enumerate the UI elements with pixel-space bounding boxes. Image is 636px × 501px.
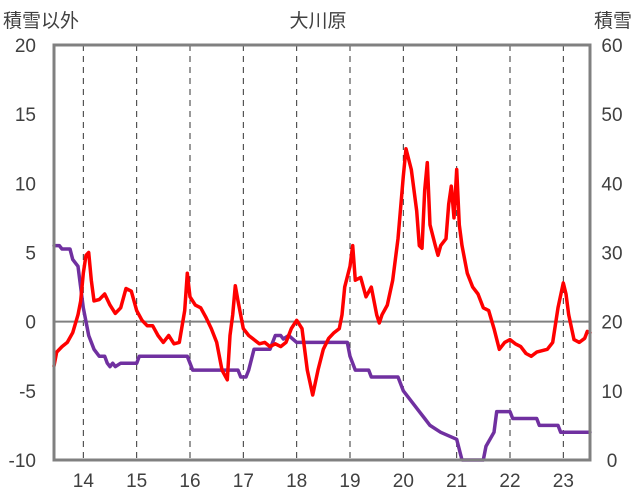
y-left-tick-label: 15 <box>15 105 36 126</box>
y-right-tick-label: 0 <box>607 451 618 472</box>
grid <box>54 45 590 460</box>
x-tick-label: 18 <box>286 471 307 492</box>
y-left-tick-label: -10 <box>9 451 36 472</box>
x-tick-label: 17 <box>233 471 254 492</box>
y-right-tick-label: 20 <box>601 313 622 334</box>
y-right-label: 積雪 <box>594 10 632 32</box>
x-tick-label: 15 <box>126 471 147 492</box>
plot-frame <box>52 43 592 462</box>
y-left-tick-label: 0 <box>25 313 36 334</box>
snow-depth-line <box>52 243 592 462</box>
x-tick-label: 14 <box>73 471 95 492</box>
temperature-line <box>52 147 592 397</box>
y-right-tick-label: 10 <box>601 382 622 403</box>
y-left-tick-label: 5 <box>25 244 36 265</box>
y-left-tick-label: 10 <box>15 174 36 195</box>
x-tick-label: 22 <box>499 471 520 492</box>
y-left-label: 積雪以外 <box>3 10 79 32</box>
x-tick-label: 19 <box>339 471 360 492</box>
series-layer <box>52 147 592 462</box>
y-left-tick-label: -5 <box>19 382 36 403</box>
y-right-tick-label: 50 <box>601 105 622 126</box>
y-right-tick-label: 30 <box>601 244 622 265</box>
y-right-tick-label: 40 <box>601 174 622 195</box>
x-tick-label: 21 <box>446 471 467 492</box>
y-right-tick-label: 60 <box>601 36 622 57</box>
x-tick-label: 23 <box>553 471 574 492</box>
y-left-tick-label: 20 <box>15 36 36 57</box>
x-tick-label: 16 <box>179 471 200 492</box>
tick-labels: 14 15 16 17 18 19 20 21 22 2320151050-5-106050403… <box>9 36 623 492</box>
chart-title: 大川原 <box>289 10 346 32</box>
x-tick-label: 20 <box>393 471 414 492</box>
